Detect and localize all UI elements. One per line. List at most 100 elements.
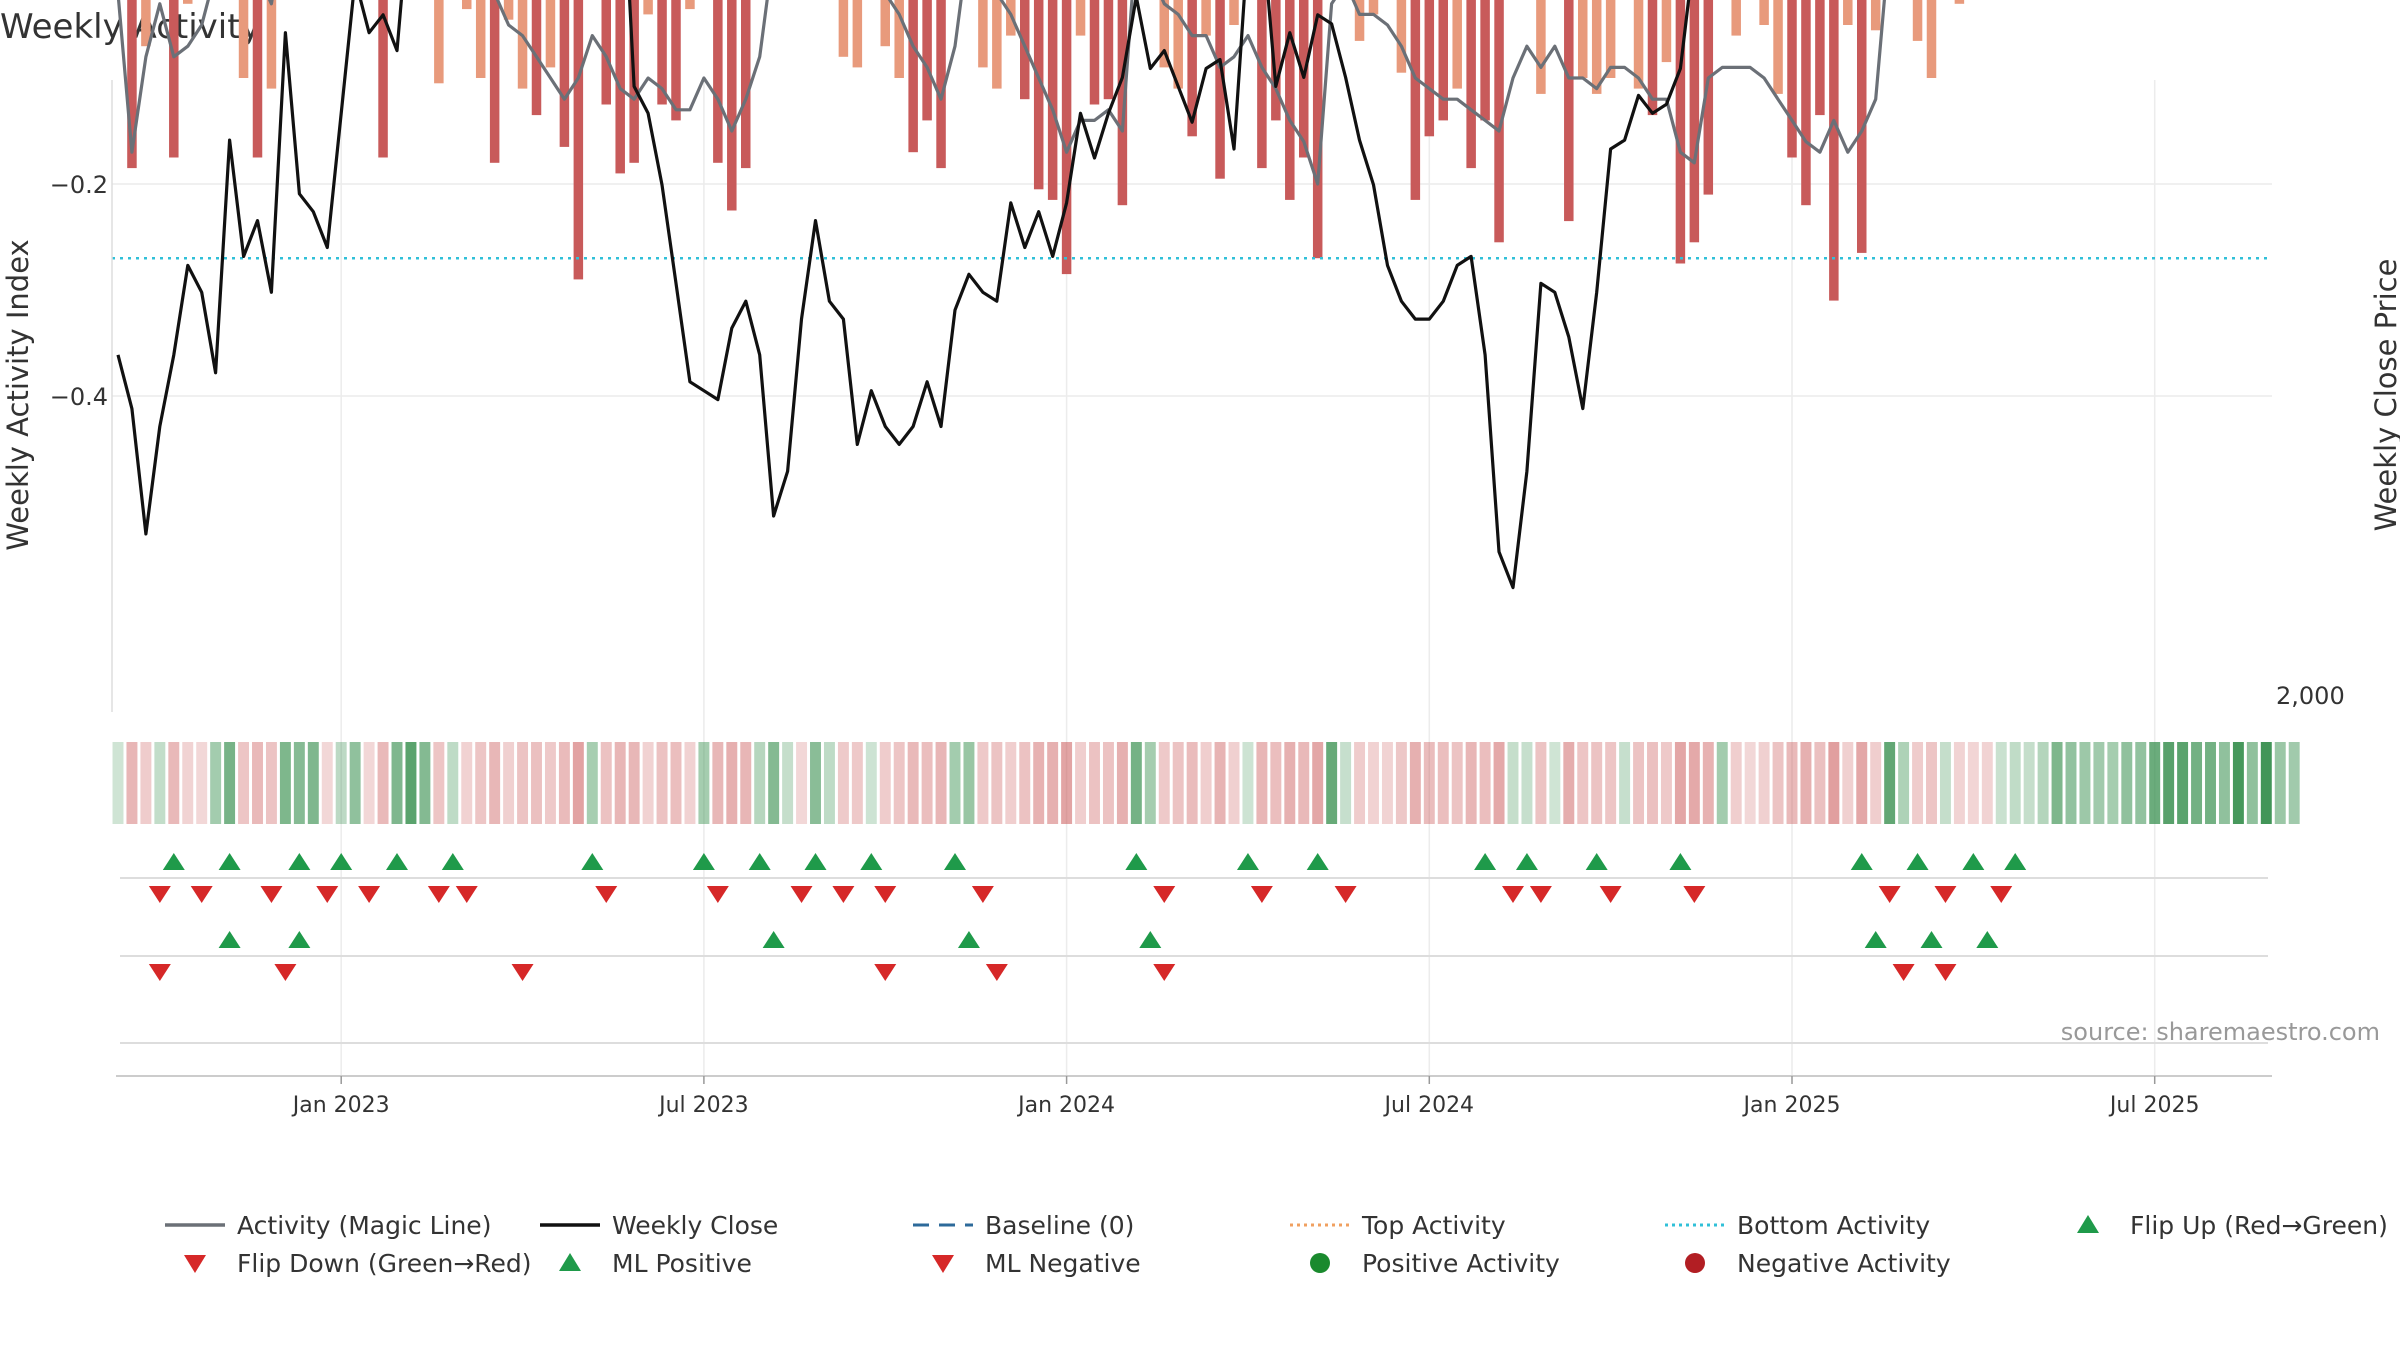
activity-bar — [434, 0, 444, 84]
flip-down-marker — [790, 886, 813, 903]
ml-positive-marker — [1139, 931, 1162, 948]
axes: 0.40.20−0.2−0.48,0007,0006,0005,0004,000… — [50, 80, 2345, 1118]
flip-down-marker — [1502, 886, 1524, 903]
source-credit: source: sharemaestro.com — [2061, 1018, 2380, 1046]
heat-cell — [1633, 742, 1645, 824]
activity-bar — [489, 0, 500, 163]
heat-cell — [1786, 742, 1798, 824]
heat-cell — [991, 742, 1003, 824]
activity-bar — [657, 0, 667, 105]
heat-cell — [544, 742, 556, 824]
heat-cell — [935, 742, 947, 824]
activity-bar — [1229, 0, 1239, 25]
heat-cell — [893, 742, 905, 824]
activity-bar — [1633, 0, 1644, 89]
heat-cell — [1814, 742, 1826, 824]
heat-cell — [2191, 742, 2203, 824]
heat-cell — [2218, 742, 2230, 824]
activity-bar — [169, 0, 179, 158]
legend-swatch — [559, 1253, 581, 1271]
activity-bar — [1103, 0, 1114, 100]
ml-positive-marker — [1864, 931, 1887, 948]
heat-cell — [2232, 742, 2244, 824]
activity-bar — [127, 0, 137, 169]
flip-down-marker — [358, 886, 381, 903]
y-axis-left-label: Weekly Activity Index — [1, 239, 35, 550]
heat-cell — [182, 742, 194, 824]
flip-down-marker — [595, 886, 618, 903]
ml-negative-marker — [1153, 964, 1176, 981]
heat-cell — [1451, 742, 1463, 824]
heat-cell — [921, 742, 933, 824]
heat-cell — [1298, 742, 1310, 824]
activity-bar — [741, 0, 751, 169]
heat-cell — [907, 742, 919, 824]
activity-bar — [573, 0, 584, 280]
flip-up-marker — [944, 853, 966, 870]
legend-label: Flip Up (Red→Green) — [2130, 1211, 2388, 1240]
heat-cell — [1354, 742, 1366, 824]
heat-cell — [754, 742, 766, 824]
activity-bar — [1912, 0, 1923, 41]
heat-cell — [1884, 742, 1896, 824]
heat-cell — [1535, 742, 1547, 824]
heat-cell — [1200, 742, 1212, 824]
heat-cell — [782, 742, 794, 824]
heat-cell — [1340, 742, 1352, 824]
flip-up-marker — [748, 853, 771, 870]
heat-cell — [1507, 742, 1519, 824]
flip-down-marker — [706, 886, 729, 903]
flip-up-marker — [860, 853, 883, 870]
weekly-close-line — [116, 0, 1691, 590]
heat-cell — [1186, 742, 1198, 824]
activity-bar — [1159, 0, 1169, 68]
heat-cell — [586, 742, 598, 824]
heat-cell — [321, 742, 333, 824]
heat-cell — [1842, 742, 1854, 824]
flip-up-marker — [386, 853, 408, 870]
heat-cell — [1214, 742, 1226, 824]
heat-cell — [265, 742, 277, 824]
activity-bar — [1480, 0, 1490, 121]
heat-cell — [1284, 742, 1296, 824]
activity-bar — [1438, 0, 1448, 121]
heat-cell — [1716, 742, 1728, 824]
heat-cell — [1772, 742, 1784, 824]
legend-label: ML Positive — [612, 1249, 752, 1278]
heat-cell — [1130, 742, 1142, 824]
heat-cell — [949, 742, 961, 824]
heat-cell — [1549, 742, 1561, 824]
activity-bar — [1494, 0, 1504, 243]
activity-bar — [1870, 0, 1881, 31]
heat-cell — [1075, 742, 1087, 824]
y-tick-left-label: −0.2 — [50, 171, 108, 199]
activity-bar — [992, 0, 1002, 89]
heat-cell — [726, 742, 738, 824]
activity-bar — [1117, 0, 1128, 206]
heat-cell — [2149, 742, 2161, 824]
heat-cell — [1256, 742, 1268, 824]
activity-bar — [1368, 0, 1379, 15]
activity-bar — [1410, 0, 1421, 200]
ml-negative-marker — [1892, 964, 1915, 981]
heat-cell — [126, 742, 138, 824]
activity-bar — [1257, 0, 1267, 169]
heat-cell — [1019, 742, 1031, 824]
heat-cell — [2288, 742, 2300, 824]
heat-cell — [335, 742, 347, 824]
heat-cell — [1674, 742, 1686, 824]
flip-down-marker — [1250, 886, 1273, 903]
flip-down-marker — [1529, 886, 1552, 903]
heat-cell — [1563, 742, 1575, 824]
heat-cell — [475, 742, 487, 824]
activity-bar — [1061, 0, 1072, 275]
activity-bar — [894, 0, 904, 78]
activity-bar — [1801, 0, 1811, 206]
heat-cell — [461, 742, 473, 824]
heat-cell — [168, 742, 180, 824]
heat-cell — [252, 742, 263, 824]
activity-bar — [727, 0, 737, 211]
heat-cell — [1061, 742, 1073, 824]
activity-bar — [1829, 0, 1839, 301]
heat-cell — [2107, 742, 2119, 824]
